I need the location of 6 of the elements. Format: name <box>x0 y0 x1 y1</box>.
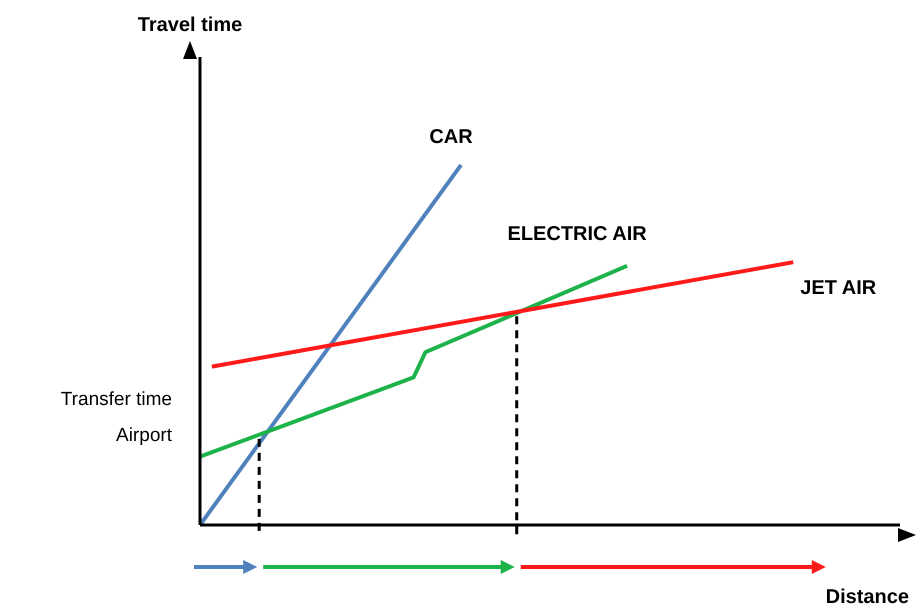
series-label: JET AIR <box>800 277 877 300</box>
series-label: ELECTRIC AIR <box>507 222 648 245</box>
series-label: CAR <box>429 126 474 148</box>
text: Travel time <box>138 14 242 37</box>
x-axis-title: Distance <box>826 586 909 609</box>
text: Transfer time Airport <box>60 388 172 448</box>
